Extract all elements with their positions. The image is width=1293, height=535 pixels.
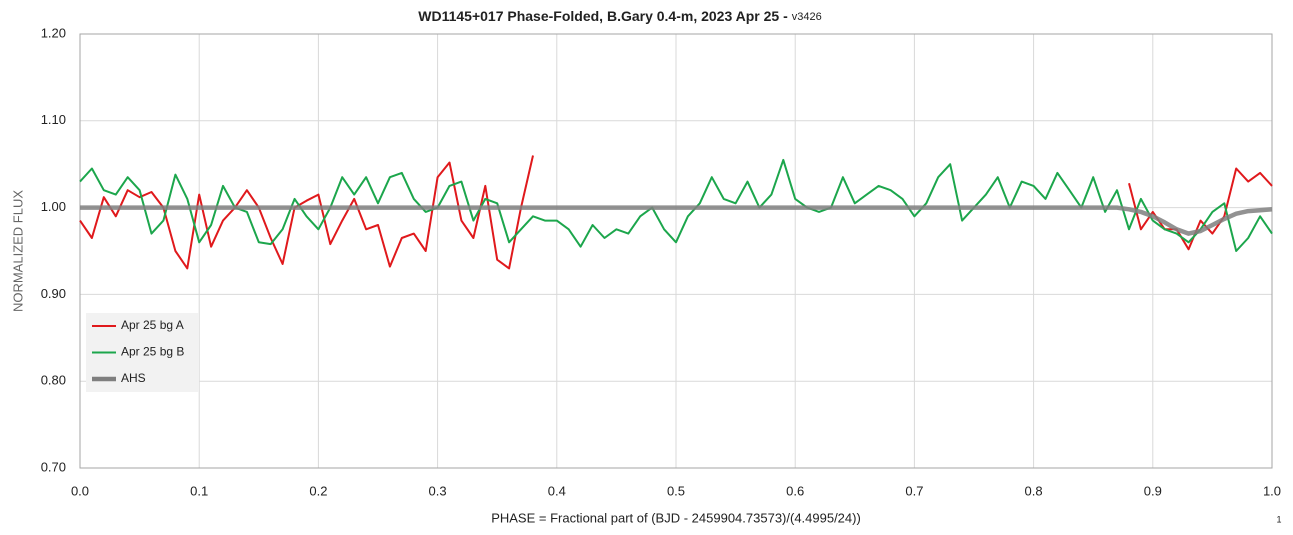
chart-title: WD1145+017 Phase-Folded, B.Gary 0.4-m, 2… bbox=[418, 8, 821, 24]
series-line bbox=[1128, 167, 1273, 251]
x-tick-label: 0.7 bbox=[905, 483, 923, 498]
x-tick-label: 0.5 bbox=[667, 483, 685, 498]
x-axis-label: PHASE = Fractional part of (BJD - 245990… bbox=[491, 510, 861, 525]
y-tick-label: 1.00 bbox=[41, 199, 66, 214]
y-tick-label: 0.70 bbox=[41, 459, 66, 474]
series-line bbox=[79, 155, 534, 270]
footnote: 1 bbox=[1276, 514, 1281, 524]
series-line bbox=[79, 158, 1273, 252]
y-axis-label: NORMALIZED FLUX bbox=[10, 190, 25, 312]
legend-label: Apr 25 bg B bbox=[121, 345, 184, 359]
y-tick-label: 0.80 bbox=[41, 373, 66, 388]
x-tick-label: 0.9 bbox=[1144, 483, 1162, 498]
y-tick-label: 1.20 bbox=[41, 25, 66, 40]
x-tick-label: 0.3 bbox=[429, 483, 447, 498]
series-line bbox=[80, 205, 1273, 236]
legend-label: Apr 25 bg A bbox=[121, 318, 184, 332]
x-tick-label: 0.6 bbox=[786, 483, 804, 498]
x-tick-label: 0.0 bbox=[71, 483, 89, 498]
y-tick-label: 1.10 bbox=[41, 112, 66, 127]
y-tick-label: 0.90 bbox=[41, 286, 66, 301]
x-tick-label: 0.4 bbox=[548, 483, 566, 498]
legend-label: AHS bbox=[121, 371, 146, 385]
x-tick-label: 0.2 bbox=[309, 483, 327, 498]
x-tick-label: 0.1 bbox=[190, 483, 208, 498]
title-main: WD1145+017 Phase-Folded, B.Gary 0.4-m, 2… bbox=[418, 8, 788, 24]
plot-border bbox=[79, 33, 1273, 469]
x-tick-label: 1.0 bbox=[1263, 483, 1281, 498]
x-tick-label: 0.8 bbox=[1025, 483, 1043, 498]
title-version: v3426 bbox=[792, 11, 822, 23]
